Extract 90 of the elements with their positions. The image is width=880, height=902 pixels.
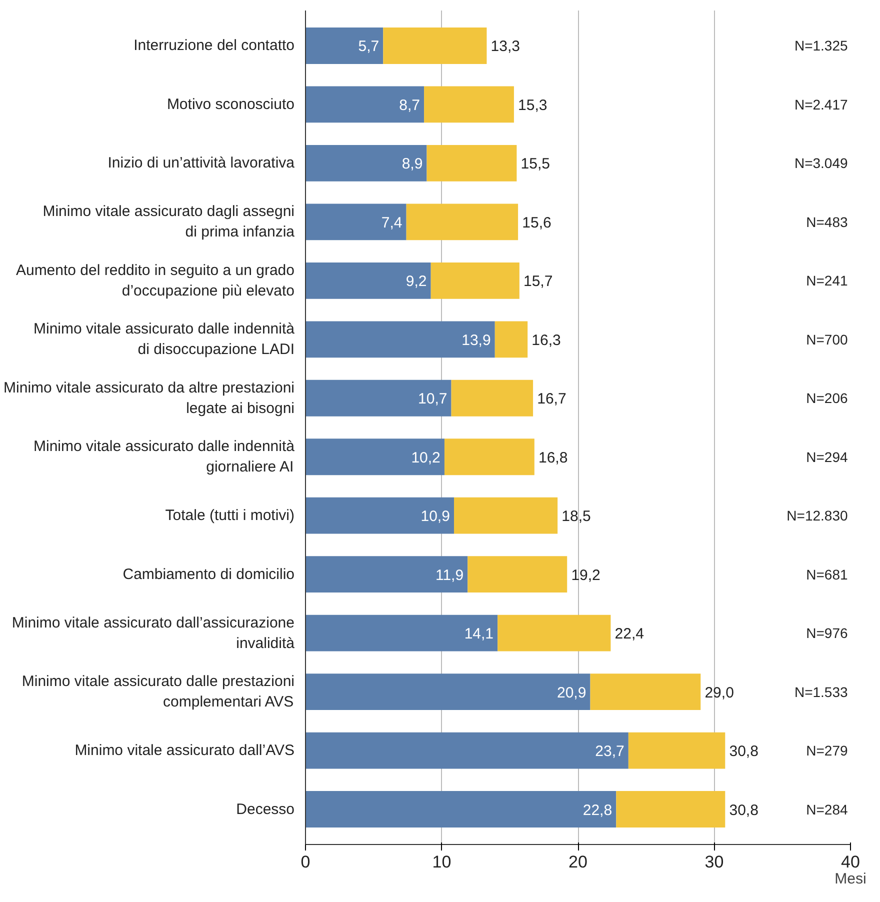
annotation: N=2.417 <box>794 96 848 112</box>
data-label: 10,9 <box>420 508 450 526</box>
bar <box>426 144 517 182</box>
y-tick-label: Motivo sconosciuto <box>166 96 295 113</box>
bar <box>498 614 611 652</box>
data-label: 5,7 <box>358 38 380 56</box>
bar <box>306 380 452 416</box>
total-label: 16,3 <box>532 332 561 349</box>
total-label: 16,8 <box>538 449 568 466</box>
data-label: 13,9 <box>462 332 491 349</box>
total-label: 15,7 <box>524 273 553 290</box>
bar <box>454 497 558 534</box>
total-label: 30,8 <box>729 802 758 819</box>
bar <box>306 438 444 476</box>
y-tick-label: Decesso <box>236 800 294 818</box>
bar <box>430 262 520 299</box>
annotation: N=294 <box>806 448 848 465</box>
bar <box>306 732 628 769</box>
total-label: 13,3 <box>490 38 520 56</box>
bar <box>616 791 726 828</box>
data-label: 10,7 <box>418 390 448 408</box>
bar <box>494 321 528 358</box>
total-label: 18,5 <box>562 508 591 526</box>
annotation: N=681 <box>806 566 848 582</box>
bar <box>306 262 431 299</box>
bar <box>628 732 726 769</box>
total-label: 29,0 <box>704 684 734 702</box>
bar <box>451 380 534 416</box>
y-tick-label: Minimo vitale assicurato dalle prestazioni complementari AVS <box>22 673 295 710</box>
bar <box>406 204 518 240</box>
bar <box>306 674 590 710</box>
annotation: N=976 <box>806 625 848 642</box>
bar <box>306 556 468 593</box>
data-label: 8,9 <box>402 156 423 173</box>
data-label: 14,1 <box>464 626 494 643</box>
data-label: 23,7 <box>595 743 624 760</box>
bar <box>383 28 487 64</box>
annotation: N=700 <box>806 331 848 348</box>
bar <box>306 791 616 828</box>
bar <box>306 144 427 182</box>
total-label: 15,6 <box>522 214 552 232</box>
x-tick-label: 40 <box>841 852 860 872</box>
annotation: N=279 <box>806 742 848 759</box>
x-tick-label: 10 <box>432 852 452 872</box>
bar <box>306 614 498 652</box>
annotation: N=1.533 <box>794 684 848 700</box>
total-label: 16,7 <box>537 390 566 408</box>
y-tick-label: Minimo vitale assicurato dagli assegni di prima infanzia <box>42 203 296 241</box>
bar <box>306 86 424 123</box>
bar <box>306 497 454 534</box>
data-label: 22,8 <box>582 802 612 819</box>
annotation: N=12.830 <box>786 508 848 524</box>
data-label: 9,2 <box>406 273 427 290</box>
y-tick-label: Minimo vitale assicurato dalle indennità di disoccupazione LADI <box>34 320 296 358</box>
bar <box>468 556 568 593</box>
annotation: N=483 <box>806 214 848 230</box>
bar <box>306 28 384 64</box>
y-tick-label: Cambiamento di domicilio <box>122 566 295 583</box>
x-tick-label: 30 <box>704 852 724 872</box>
y-tick-label: Inizio di un’attività lavorativa <box>108 154 296 172</box>
bar <box>306 321 495 358</box>
annotation: N=206 <box>806 390 848 406</box>
data-label: 7,4 <box>381 214 402 232</box>
data-label: 8,7 <box>399 96 420 114</box>
y-tick-label: Aumento del reddito in seguito a un grado d’occupazione più elevato <box>16 262 295 300</box>
x-tick-label: 20 <box>568 852 588 872</box>
total-label: 30,8 <box>729 743 758 760</box>
y-tick-label: Minimo vitale assicurato dall’assicurazione invalidità <box>12 614 296 652</box>
y-tick-label: Interruzione del contatto <box>134 37 294 54</box>
annotation: N=1.325 <box>794 38 848 54</box>
y-tick-label: Totale (tutti i motivi) <box>165 507 295 524</box>
annotation: N=241 <box>806 272 848 289</box>
bar <box>444 438 534 476</box>
data-label: 20,9 <box>556 684 586 702</box>
x-axis-title: Mesi <box>834 870 866 888</box>
data-label: 11,9 <box>435 566 464 584</box>
bar <box>590 674 701 710</box>
x-tick-label: 0 <box>300 852 310 872</box>
bar <box>306 204 406 240</box>
y-tick-label: Minimo vitale assicurato da altre prestazioni legate ai bisogni <box>4 379 295 417</box>
y-tick-label: Minimo vitale assicurato dall’AVS <box>74 742 295 760</box>
total-label: 15,3 <box>518 96 548 114</box>
total-label: 19,2 <box>571 566 600 584</box>
bar <box>424 86 514 123</box>
total-label: 22,4 <box>614 626 644 643</box>
annotation: N=284 <box>806 801 848 818</box>
y-tick-label: Minimo vitale assicurato dalle indennità giornaliere AI <box>34 438 296 476</box>
data-label: 10,2 <box>411 449 440 466</box>
annotation: N=3.049 <box>794 155 848 172</box>
total-label: 15,5 <box>520 156 550 173</box>
